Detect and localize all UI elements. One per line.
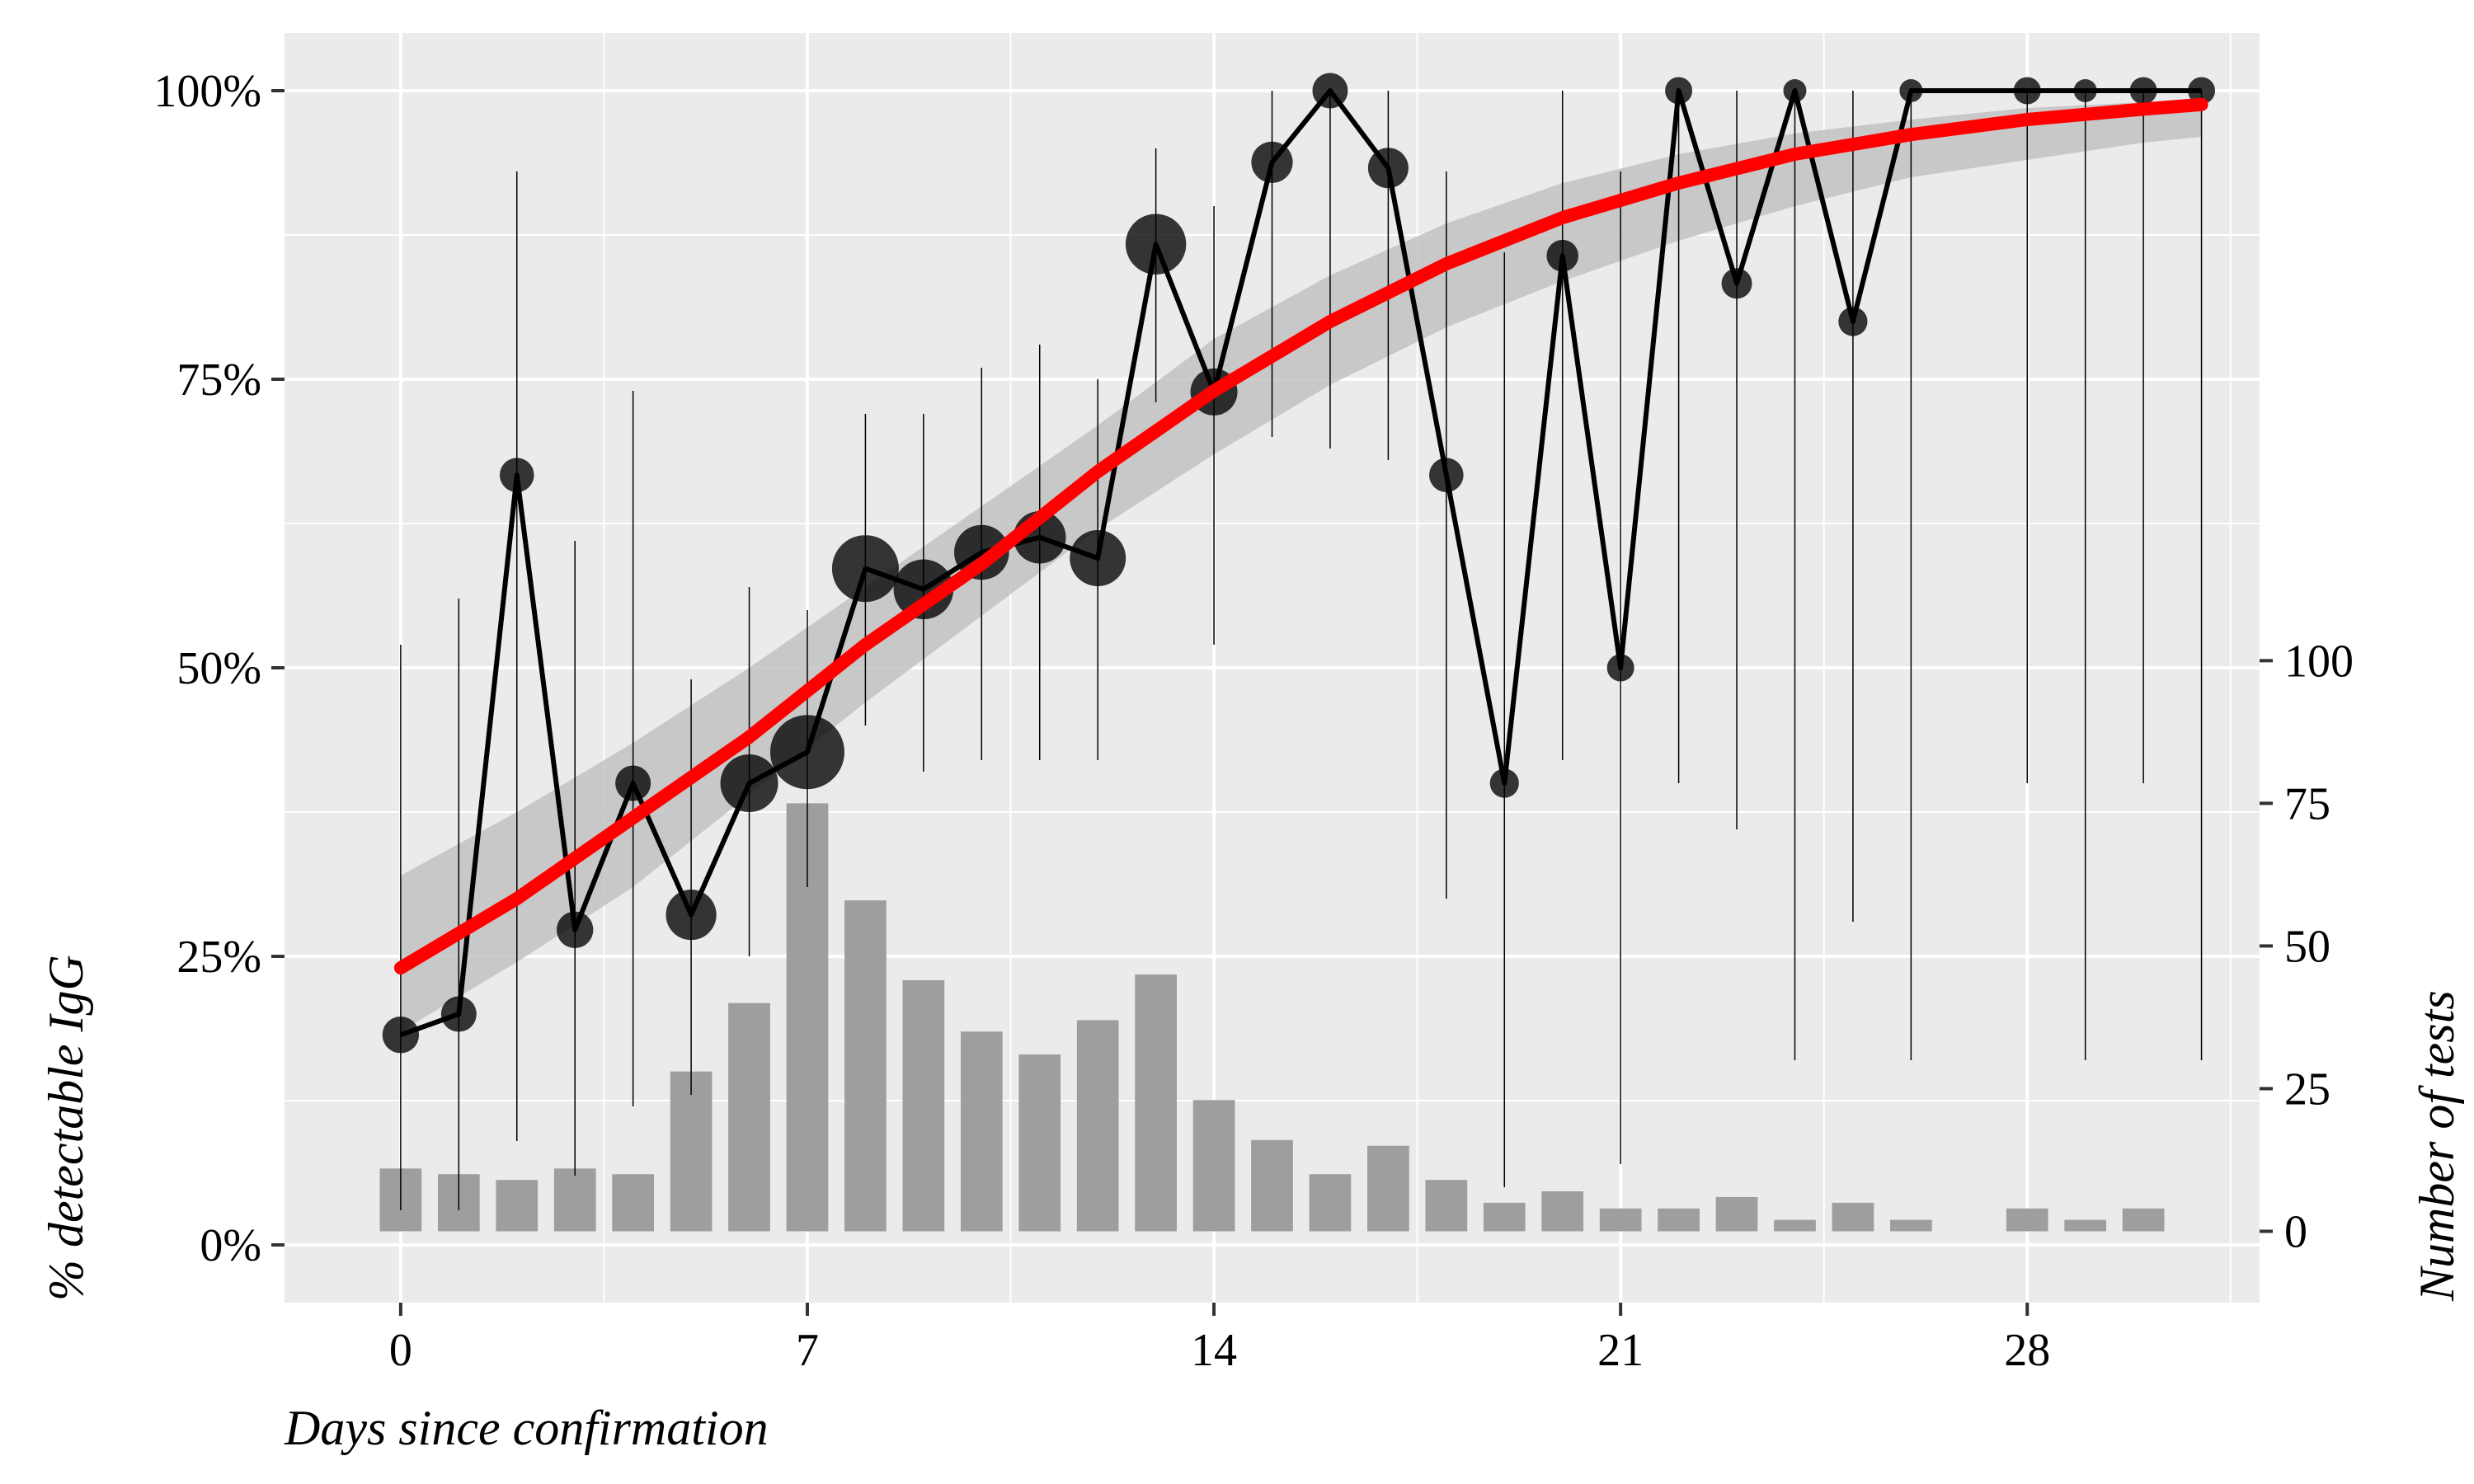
- fit-curve: [393, 97, 2208, 974]
- bar: [728, 1003, 770, 1232]
- bar: [1483, 1202, 1526, 1232]
- y2-tick-label: 75: [2284, 778, 2331, 829]
- data-point: [440, 996, 477, 1032]
- x-tick-label: 28: [2004, 1325, 2050, 1376]
- y2-tick-label: 50: [2284, 921, 2331, 972]
- bar: [553, 1168, 596, 1232]
- bar: [612, 1174, 655, 1232]
- y-tick-label: 75%: [176, 355, 261, 406]
- data-point: [1783, 79, 1807, 102]
- x-tick-label: 7: [796, 1325, 819, 1376]
- y2-tick-label: 100: [2284, 636, 2354, 687]
- data-point: [2129, 77, 2157, 105]
- x-tick-label: 14: [1191, 1325, 1237, 1376]
- bar: [1889, 1219, 1932, 1232]
- data-point: [769, 715, 844, 790]
- observed-points: [382, 73, 2216, 1054]
- bar: [1658, 1208, 1700, 1232]
- data-point: [499, 458, 534, 492]
- data-point: [1665, 77, 1693, 105]
- bar: [1309, 1174, 1352, 1232]
- data-point: [2073, 79, 2097, 102]
- bar: [2064, 1219, 2107, 1232]
- data-point: [1429, 458, 1464, 492]
- bar: [670, 1071, 713, 1232]
- y2-tick-label: 25: [2284, 1064, 2331, 1115]
- bar: [1018, 1054, 1061, 1232]
- bar: [1076, 1020, 1119, 1232]
- bar: [1135, 974, 1177, 1232]
- test-count-bars: [379, 803, 2165, 1232]
- bar: [844, 900, 887, 1232]
- bar: [1715, 1196, 1758, 1232]
- x-axis-title: Days since confirmation: [284, 1401, 769, 1455]
- y-tick-label: 25%: [176, 932, 261, 983]
- y2-tick-label: 0: [2284, 1206, 2307, 1257]
- data-point: [1070, 530, 1126, 586]
- data-point: [1251, 141, 1293, 183]
- y-tick-label: 0%: [200, 1220, 261, 1271]
- data-point: [666, 890, 717, 941]
- bar: [1599, 1208, 1642, 1232]
- x-axis: 0 7 14 21 28: [389, 1303, 2050, 1376]
- x-tick-label: 21: [1597, 1325, 1644, 1376]
- data-point: [2188, 77, 2216, 105]
- data-point: [1125, 214, 1187, 275]
- data-point: [831, 535, 899, 603]
- bar: [1541, 1191, 1584, 1232]
- bar: [2006, 1208, 2048, 1232]
- data-point: [1489, 768, 1519, 798]
- y-tick-label: 50%: [176, 643, 261, 694]
- y-axis-left: 0% 25% 50% 75% 100%: [153, 66, 285, 1271]
- bar: [1832, 1202, 1874, 1232]
- data-point: [1721, 268, 1752, 299]
- bar: [960, 1031, 1003, 1232]
- bar: [1774, 1219, 1816, 1232]
- data-point: [382, 1017, 420, 1054]
- data-point: [1312, 73, 1348, 109]
- data-point: [720, 754, 778, 812]
- bar: [2122, 1208, 2165, 1232]
- data-point: [557, 911, 594, 949]
- bar: [1425, 1180, 1468, 1232]
- y-axis-title: % detectable IgG: [39, 955, 93, 1301]
- data-point: [2013, 77, 2041, 105]
- data-point: [1546, 239, 1579, 272]
- data-point: [893, 559, 954, 620]
- bar: [1251, 1139, 1293, 1232]
- data-point: [1367, 148, 1409, 189]
- y-tick-label: 100%: [153, 66, 261, 117]
- bar: [902, 979, 945, 1232]
- data-point: [1606, 654, 1634, 682]
- data-point: [615, 765, 651, 801]
- y2-axis-title: Number of tests: [2410, 990, 2464, 1302]
- y-axis-right: 0 25 50 75 100: [2260, 636, 2354, 1257]
- x-tick-label: 0: [389, 1325, 412, 1376]
- data-point: [1899, 79, 1923, 102]
- bar: [496, 1180, 539, 1232]
- bar: [1367, 1145, 1409, 1232]
- bar: [1192, 1100, 1235, 1232]
- data-point: [1838, 307, 1868, 336]
